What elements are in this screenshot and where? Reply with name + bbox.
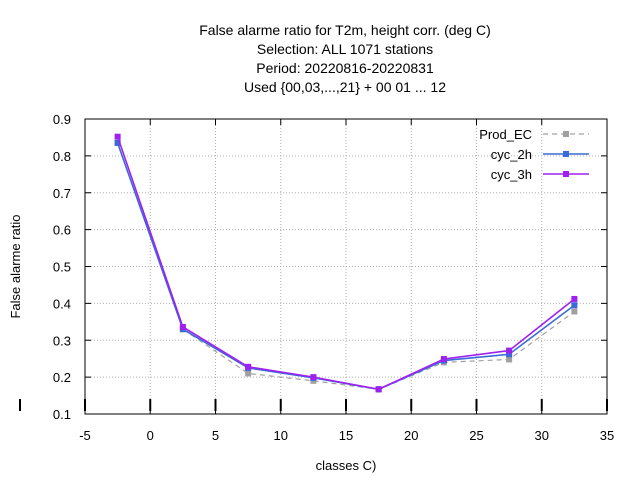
legend-marker [563, 151, 569, 157]
x-tick-label: 35 [600, 428, 614, 443]
data-point [179, 323, 186, 330]
legend-marker [563, 131, 569, 137]
y-axis-label: False alarme ratio [8, 214, 23, 318]
y-tick-label: 0.4 [53, 296, 71, 311]
x-tick-label: 15 [339, 428, 353, 443]
x-tick-label: 30 [535, 428, 549, 443]
y-tick-label: 0.7 [53, 186, 71, 201]
title-line-1: False alarme ratio for T2m, height corr.… [199, 22, 491, 38]
y-tick-label: 0.9 [53, 112, 71, 127]
series-cyc_3h [114, 133, 578, 393]
axis-ticks: 0.1 0.2 0.3 0.4 0.5 0.6 0.7 0.8 0.9 -5 0 5 10 15 20 25 3… [19, 112, 614, 443]
title-line-4: Used {00,03,...,21} + 00 01 ... 12 [244, 79, 446, 95]
title-line-3: Period: 20220816-20220831 [256, 60, 434, 76]
y-tick-label: 0.5 [53, 260, 71, 275]
y-tick-label: 0.1 [53, 407, 71, 422]
title-line-2: Selection: ALL 1071 stations [257, 41, 433, 57]
legend-label: cyc_2h [491, 147, 532, 162]
data-point [114, 139, 121, 146]
data-point [440, 356, 447, 363]
legend-marker [563, 171, 569, 177]
x-tick-label: 25 [469, 428, 483, 443]
y-tick-label: 0.2 [53, 370, 71, 385]
legend-label: cyc_3h [491, 167, 532, 182]
data-point [571, 295, 578, 302]
data-point [114, 133, 121, 140]
data-point [310, 374, 317, 381]
series-line [116, 136, 575, 391]
x-tick-label: 10 [274, 428, 288, 443]
x-tick-label: 5 [212, 428, 219, 443]
legend-label: Prod_EC [479, 127, 532, 142]
series-lines [114, 133, 578, 393]
data-point [506, 347, 513, 354]
data-point [245, 363, 252, 370]
data-point [506, 351, 513, 358]
x-tick-label: 0 [147, 428, 154, 443]
data-point [245, 370, 252, 377]
y-tick-label: 0.8 [53, 149, 71, 164]
data-point [375, 386, 382, 393]
data-point [571, 308, 578, 315]
data-point [506, 356, 513, 363]
x-axis-label: classes C) [316, 458, 377, 473]
x-tick-label: 20 [404, 428, 418, 443]
legend: Prod_EC cyc_2h cyc_3h [479, 127, 589, 182]
x-tick-label: -5 [79, 428, 91, 443]
y-tick-label: 0.6 [53, 223, 71, 238]
y-tick-label: 0.3 [53, 333, 71, 348]
data-point [571, 302, 578, 309]
chart-title: False alarme ratio for T2m, height corr.… [199, 22, 491, 95]
grid [85, 119, 607, 414]
